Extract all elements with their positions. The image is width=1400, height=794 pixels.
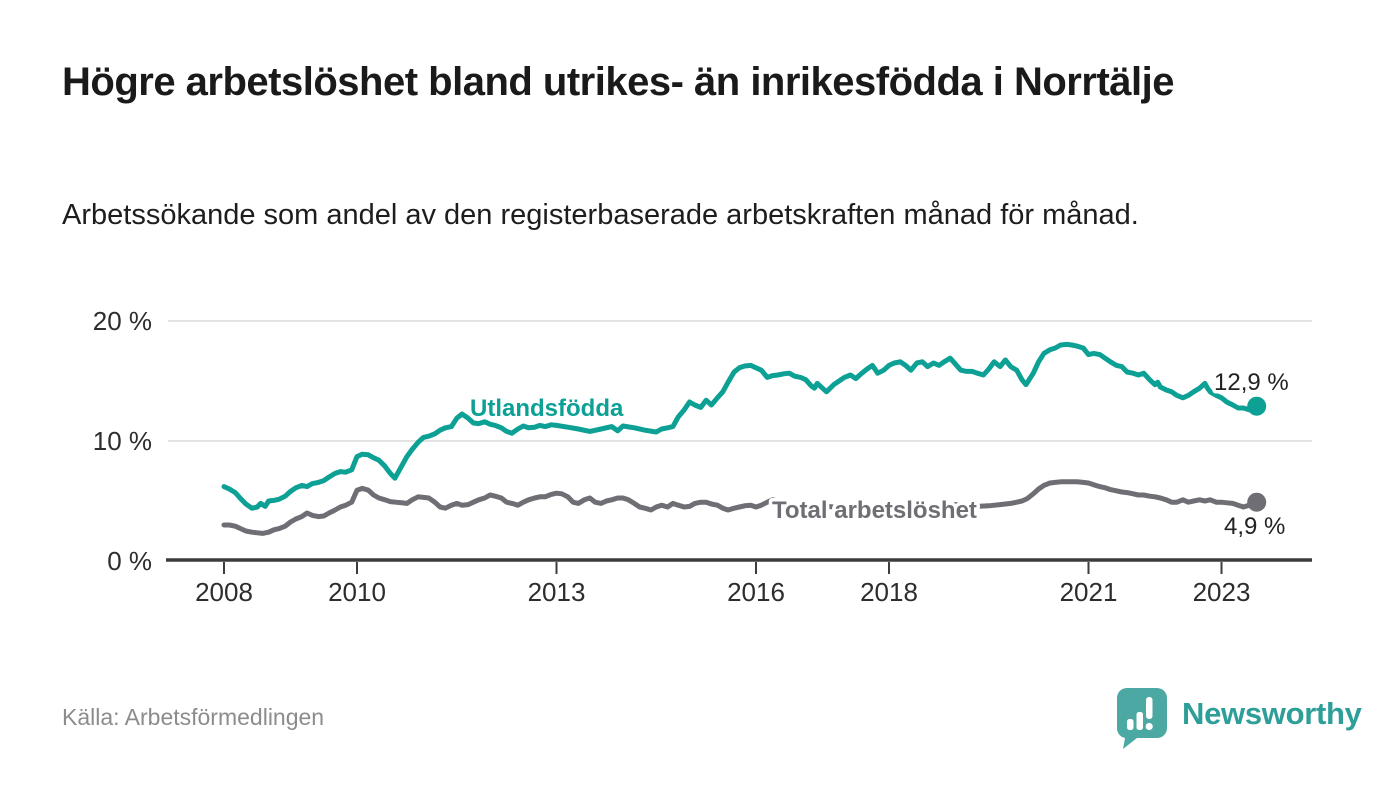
x-axis-label-2010: 2010 [328, 577, 386, 607]
newsworthy-logo: Newsworthy [1113, 686, 1362, 750]
newsworthy-bubble-icon [1116, 688, 1167, 749]
newsworthy-wordmark: Newsworthy [1182, 695, 1362, 731]
y-axis-label-10: 10 % [93, 426, 152, 456]
series-line-total [221, 479, 1260, 536]
x-axis-label-2023: 2023 [1193, 577, 1251, 607]
series-label-total: Total arbetslöshet [772, 497, 977, 524]
x-axis-label-2016: 2016 [727, 577, 785, 607]
end-value-label-utlandsfodda: 12,9 % [1214, 369, 1289, 396]
x-axis-label-2018: 2018 [860, 577, 918, 607]
logo-bar-1 [1127, 719, 1134, 730]
x-axis-label-2013: 2013 [528, 577, 586, 607]
series-label-utlandsfodda: Utlandsfödda [470, 395, 624, 422]
y-axis-label-0: 0 % [107, 546, 152, 576]
end-dot-utlandsfodda [1247, 396, 1267, 416]
x-axis-label-2021: 2021 [1060, 577, 1118, 607]
logo-bar-2 [1136, 712, 1143, 730]
series-line-utlandsfodda [221, 341, 1260, 511]
chart-subtitle: Arbetssökande som andel av den registerb… [62, 199, 1139, 231]
end-value-label-total: 4,9 % [1224, 513, 1285, 540]
logo-bar-3 [1146, 697, 1153, 719]
line-chart: 20 % 10 % 0 % 2008 2010 2013 2016 2018 2… [93, 306, 1312, 607]
x-axis-label-2008: 2008 [195, 577, 253, 607]
page-title: Högre arbetslöshet bland utrikes- än inr… [62, 60, 1174, 104]
end-dot-total [1247, 492, 1267, 512]
y-axis-label-20: 20 % [93, 306, 152, 336]
logo-dot [1145, 722, 1153, 731]
source-note: Källa: Arbetsförmedlingen [62, 704, 325, 730]
